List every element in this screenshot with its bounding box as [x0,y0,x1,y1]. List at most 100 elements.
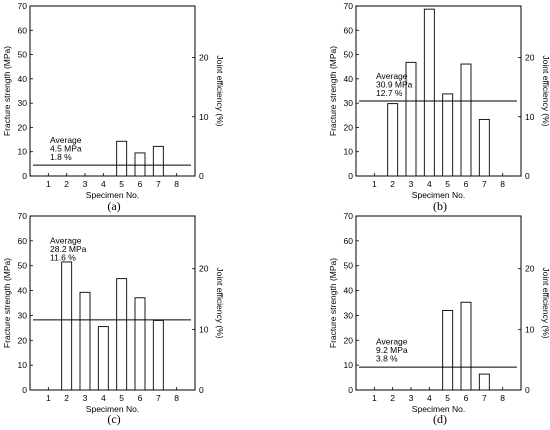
panel-4-xtick-label: 1 [372,393,377,403]
panel-1-ytick-label: 40 [18,74,28,84]
panel-1-bar-specimen-6 [134,152,146,177]
panel-2-xtick-label: 3 [409,179,414,189]
panel-4-xtick-label: 4 [427,393,432,403]
panel-2-xtick-label: 4 [427,179,432,189]
panel-3-xtick-label: 7 [156,393,161,403]
panel-1-xtick-label: 4 [101,179,106,189]
panel-1-ylabel: Fracture strength (MPa) [2,46,12,136]
panel-4-axes-frame [355,215,522,391]
panel-3-xtick-label: 4 [101,393,106,403]
panel-2-bar-specimen-5 [442,93,454,177]
panel-1-ytick-label: 20 [18,122,28,132]
panel-2-xtick-label: 7 [482,179,487,189]
panel-2-average-annotation: 12.7 % [376,88,403,98]
panel-2-average-annotation: 30.9 MPa [376,79,413,89]
panel-4-ytick-label: 40 [344,286,354,296]
panel-3-ytick-right-label: 0 [199,385,204,395]
panel-3-ytick-label: 20 [18,335,28,345]
panel-4-xtick-label: 7 [482,393,487,403]
panel-1-ytick-label: 30 [18,98,28,108]
panel-3-xtick-label: 2 [64,393,69,403]
panel-2-ytick-label: 40 [344,74,354,84]
panel-4-xtick-label: 6 [464,393,469,403]
panel-1-ytick-right-label: 0 [199,171,204,181]
panel-3-xtick-label: 6 [138,393,143,403]
panel-4-bar-specimen-5 [442,310,454,391]
panel-2-ytick-right-label: 10 [525,112,535,122]
panel-4-ytick-label: 50 [344,261,354,271]
panel-3-ytick-label: 30 [18,310,28,320]
panel-4-average-annotation: 9.2 MPa [376,345,408,355]
panel-3-ytick-label: 70 [18,211,28,221]
panel-2-ytick-label: 0 [348,171,353,181]
panel-1-average-annotation: Average [50,135,82,145]
panel-4-ytick-label: 0 [348,385,353,395]
panel-2-bar-specimen-6 [460,63,472,177]
panel-2-ytick-label: 30 [344,98,354,108]
panel-4-xtick-label: 5 [445,393,450,403]
panel-1-ytick-label: 0 [22,171,27,181]
panel-3-xtick-label: 3 [83,393,88,403]
panel-2-ytick-right-label: 0 [525,171,530,181]
panel-4-ylabel-right: Joint efficiency (%) [541,267,550,338]
panel-1-ytick-label: 70 [18,1,28,11]
panel-2-ylabel: Fracture strength (MPa) [328,46,338,136]
panel-3-ytick-label: 40 [18,286,28,296]
panel-3-ylabel: Fracture strength (MPa) [2,258,12,348]
panel-3-xtick-label: 5 [119,393,124,403]
panel-2-bar-specimen-2 [387,103,399,177]
panel-2-xtick-label: 8 [500,179,505,189]
panel-1-xtick-label: 1 [46,179,51,189]
panel-2-ytick-right-label: 20 [525,53,535,63]
panel-1-ytick-right-label: 10 [199,112,209,122]
panel-4-ytick-right-label: 0 [525,385,530,395]
panel-4-ytick-label: 30 [344,310,354,320]
panel-2-ylabel-right: Joint efficiency (%) [541,55,550,126]
panel-4-average-annotation: 3.8 % [376,353,398,363]
panel-2-xtick-label: 6 [464,179,469,189]
panel-2-bar-specimen-3 [405,61,417,177]
panel-1-xtick-label: 5 [119,179,124,189]
panel-1-ytick-label: 50 [18,50,28,60]
panel-3-bar-specimen-6 [134,297,146,391]
panel-4-xlabel: Specimen No. [412,404,465,414]
panel-2-axes-frame [355,5,522,177]
panel-2-xtick-label: 2 [390,179,395,189]
panel-2-xtick-label: 5 [445,179,450,189]
panel-4-bar-specimen-7 [478,373,490,391]
panel-1-xtick-label: 8 [174,179,179,189]
panel-1-ytick-label: 10 [18,147,28,157]
panel-2-ytick-label: 70 [344,1,354,11]
panel-3-average-annotation: 28.2 MPa [50,244,87,254]
panel-2-bar-specimen-7 [478,118,490,177]
panel-3-xlabel: Specimen No. [86,404,139,414]
panel-3-ytick-label: 10 [18,360,28,370]
panel-4-ytick-label: 70 [344,211,354,221]
panel-3-ytick-label: 60 [18,236,28,246]
panel-4-ytick-right-label: 10 [525,324,535,334]
panel-4-xtick-label: 8 [500,393,505,403]
panel-3-bar-specimen-4 [97,326,109,391]
panel-2-average-annotation: Average [376,71,408,81]
panel-3-bar-specimen-3 [79,291,91,391]
panel-2-ytick-label: 20 [344,122,354,132]
panel-3-panel-label: (c) [107,412,120,426]
panel-4-xtick-label: 3 [409,393,414,403]
panel-3-ytick-right-label: 10 [199,324,209,334]
panel-1-xlabel: Specimen No. [86,190,139,200]
panel-3-xtick-label: 1 [46,393,51,403]
panel-3-xtick-label: 8 [174,393,179,403]
panel-1-xtick-label: 2 [64,179,69,189]
panel-3-ytick-label: 0 [22,385,27,395]
panel-4-xtick-label: 2 [390,393,395,403]
panel-1-average-annotation: 1.8 % [50,152,72,162]
panel-4-ytick-label: 60 [344,236,354,246]
panel-3-average-annotation: 11.6 % [50,253,76,263]
panel-3-bar-specimen-5 [116,278,128,391]
panel-1-bar-specimen-5 [116,140,128,177]
panel-2-ytick-label: 50 [344,50,354,60]
panel-4-bar-specimen-6 [460,301,472,391]
panel-1-ylabel-right: Joint efficiency (%) [215,55,225,126]
panel-4-ytick-right-label: 20 [525,264,535,274]
